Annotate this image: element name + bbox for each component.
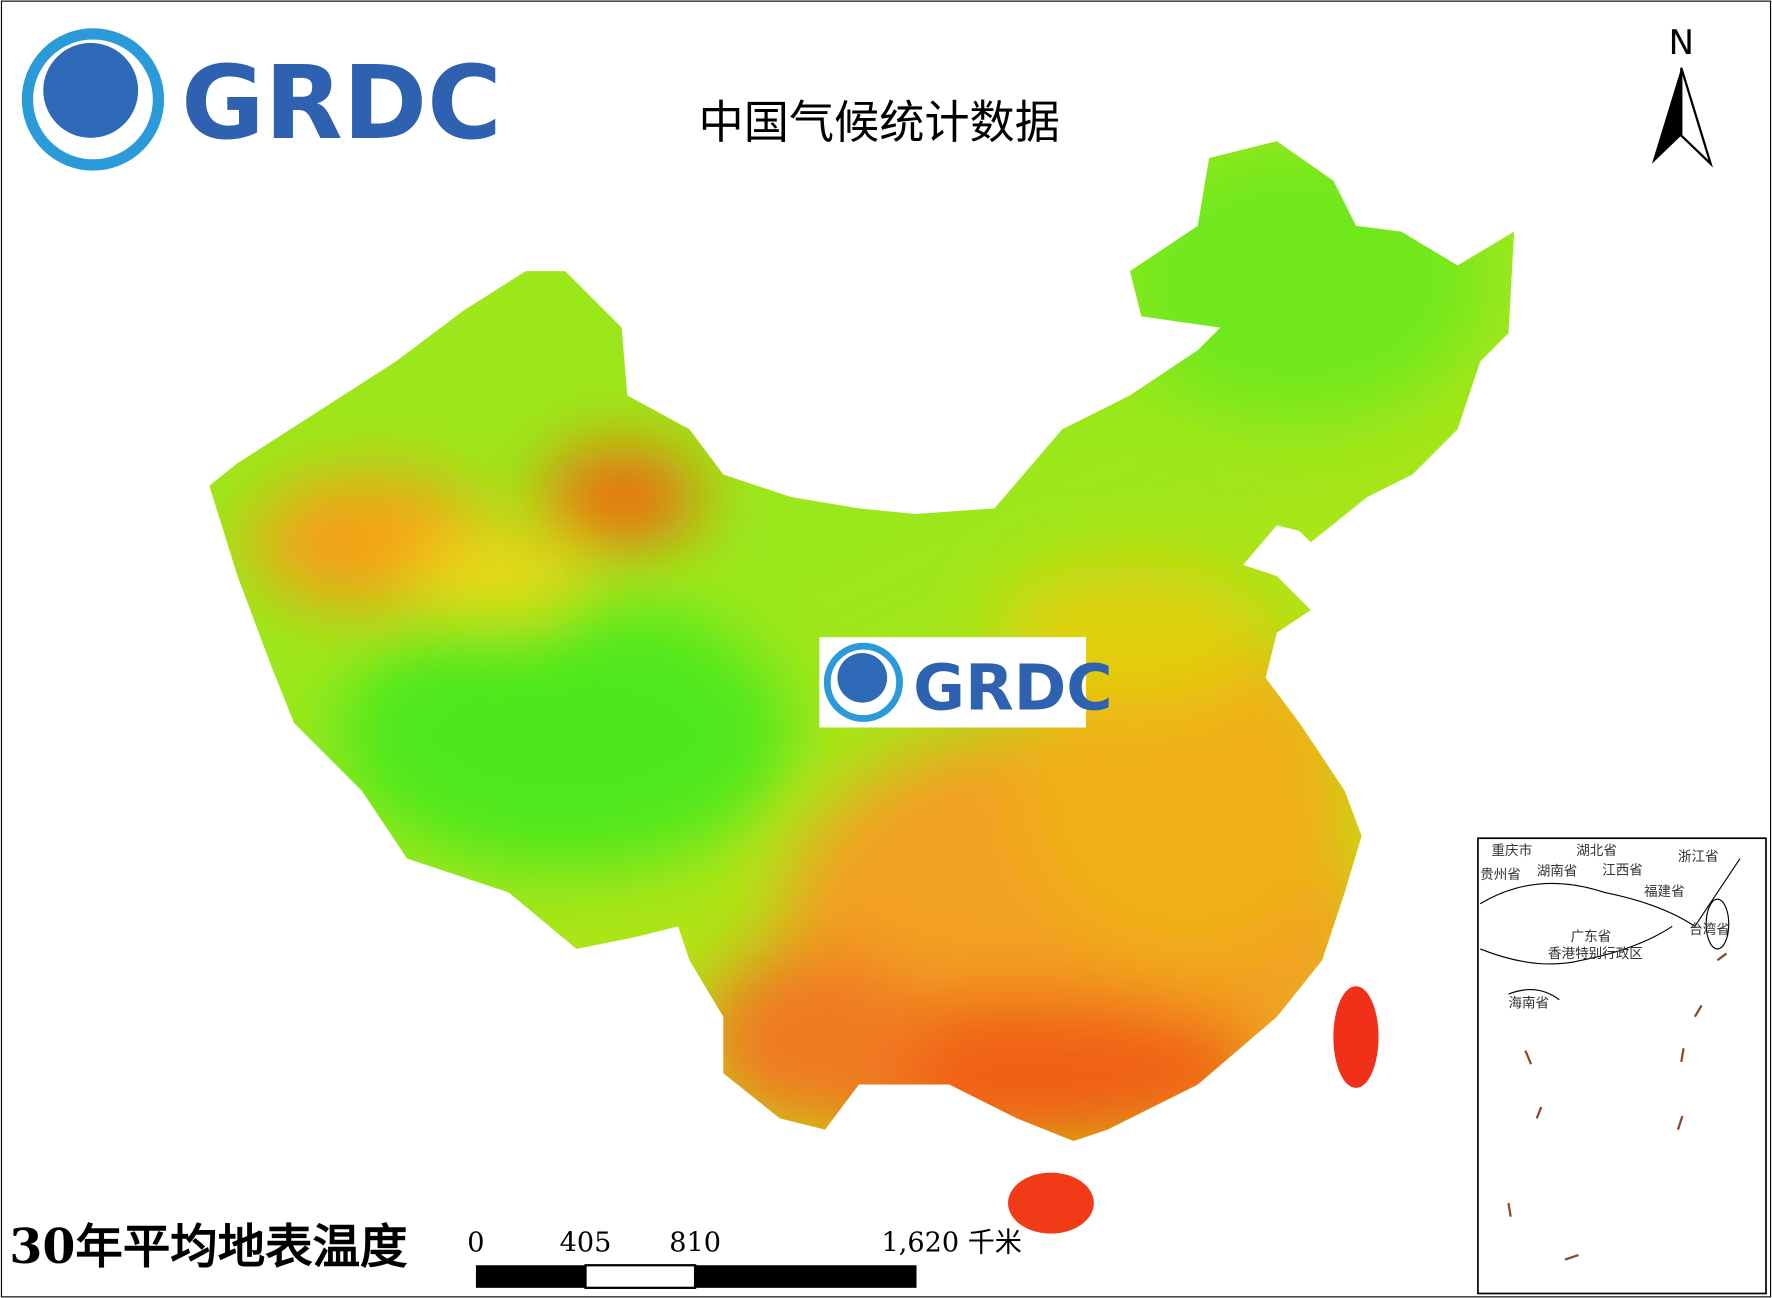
hainan (1008, 1172, 1094, 1234)
scale-bar: 0 405 810 1,620 千米 (467, 1228, 1022, 1289)
inset-label: 台湾省 (1689, 921, 1730, 938)
taiwan (1333, 986, 1379, 1088)
map-heading: 中国气候统计数据 (699, 96, 1060, 149)
north-arrow: N (1651, 23, 1714, 168)
inset-label: 海南省 (1508, 996, 1549, 1012)
scale-label: 0 (467, 1228, 484, 1259)
inset-label: 重庆市 (1492, 842, 1533, 859)
north-label: N (1669, 23, 1694, 62)
logo: GRDC (21, 28, 502, 171)
map-title: 30年平均地表温度 (9, 1219, 408, 1275)
inset-label: 湖北省 (1576, 843, 1617, 859)
inset-label: 湖南省 (1537, 864, 1578, 880)
inset-map: 重庆市 湖北省 浙江省 贵州省 湖南省 江西省 福建省 广东省 台湾省 香港特别… (1477, 837, 1767, 1295)
watermark-text: GRDC (913, 650, 1113, 724)
scale-label: 405 (560, 1228, 612, 1259)
inset-label: 贵州省 (1480, 867, 1521, 883)
logo-text: GRDC (181, 44, 502, 162)
scale-label: 1,620 千米 (881, 1228, 1021, 1259)
watermark: GRDC (819, 637, 1113, 728)
inset-label: 江西省 (1602, 862, 1643, 878)
inset-label: 广东省 (1571, 929, 1612, 945)
inset-label: 福建省 (1644, 884, 1685, 900)
scale-label: 810 (669, 1228, 721, 1259)
inset-label: 香港特别行政区 (1548, 946, 1643, 962)
inset-label: 浙江省 (1678, 849, 1719, 865)
